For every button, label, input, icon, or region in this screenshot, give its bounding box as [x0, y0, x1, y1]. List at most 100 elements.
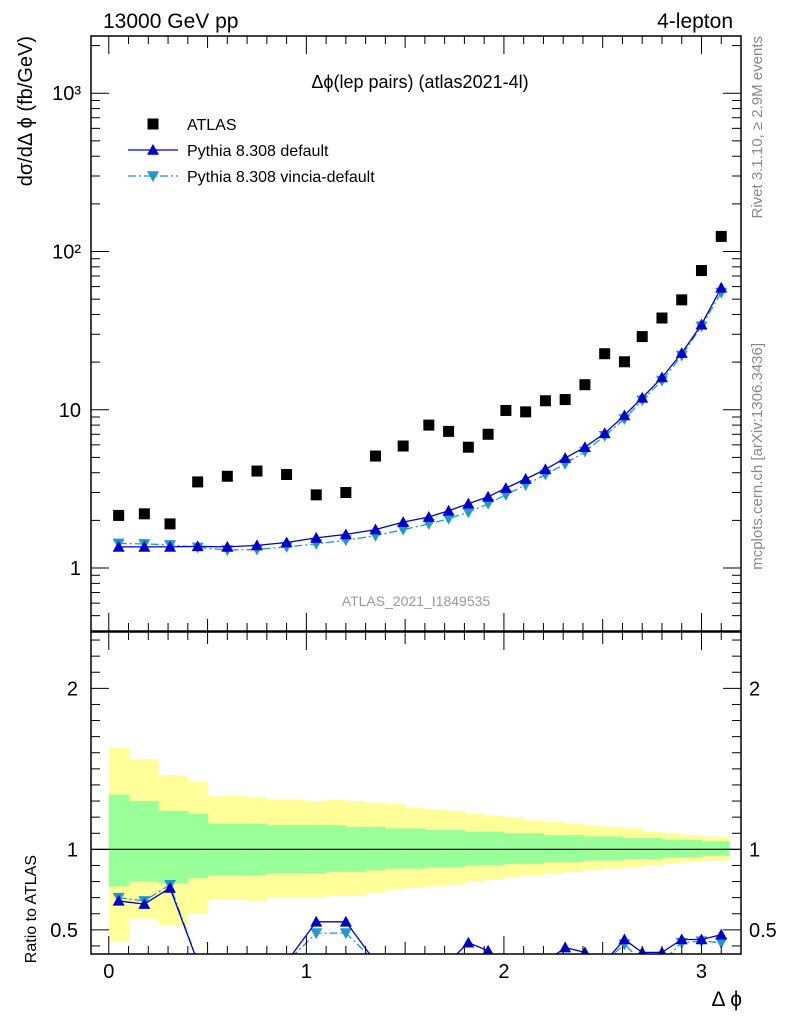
main-series-line [118, 287, 722, 548]
ratio-data-point [675, 933, 688, 945]
main-data-point [499, 482, 512, 493]
ratio-data-point [559, 957, 571, 968]
main-y-tick-label: 10² [52, 242, 81, 264]
ratio-data-point [138, 898, 151, 909]
x-tick-label: 3 [696, 961, 707, 983]
main-data-point [422, 511, 435, 522]
stat-uncertainty-band [405, 828, 426, 869]
main-data-point [676, 294, 688, 306]
ratio-data-point [112, 894, 125, 906]
ratio-data-point [443, 956, 455, 967]
main-data-point [636, 391, 649, 403]
stat-uncertainty-band [681, 839, 703, 858]
main-data-point [250, 539, 263, 551]
legend-label: Pythia 8.308 default [187, 143, 329, 160]
main-data-point [340, 487, 352, 499]
ratio-data-point [443, 957, 455, 968]
main-data-point [519, 473, 532, 484]
ratio-y-tick-label-right: 0.5 [749, 920, 777, 942]
ratio-data-point [520, 956, 532, 967]
main-data-point [655, 371, 668, 383]
stat-uncertainty-band [582, 836, 604, 861]
ratio-data-point [397, 964, 409, 975]
main-data-point [618, 409, 631, 421]
legend-entry: Pythia 8.308 vincia-default [128, 169, 375, 186]
header-left: 13000 GeV pp [103, 10, 238, 33]
x-tick-label: 0 [103, 961, 114, 983]
ratio-data-point [462, 957, 474, 968]
main-data-point [618, 356, 630, 368]
stat-uncertainty-band [701, 841, 730, 856]
ratio-panel: 0.5 0.5 1 1 2 2 0 1 2 3 Ratio to ATLAS Δ ϕ [23, 631, 777, 1011]
ratio-data-point [369, 957, 381, 968]
main-data-point [539, 395, 551, 407]
x-axis-label: Δ ϕ [712, 988, 742, 1011]
main-data-point [397, 524, 410, 536]
stat-uncertainty-band [128, 801, 159, 882]
ratio-data-point [281, 956, 293, 967]
legend-label: Pythia 8.308 vincia-default [187, 169, 375, 186]
stat-uncertainty-band [602, 836, 624, 861]
stat-uncertainty-band [365, 826, 386, 871]
main-data-point [656, 312, 668, 324]
main-data-point [695, 318, 708, 330]
main-panel: 1 10 10² 10³ Δϕ(lep pairs) (atlas2021-4l) A… [15, 35, 742, 632]
ratio-data-point [599, 957, 611, 968]
main-frame [90, 35, 742, 632]
ratio-data-point [636, 957, 648, 968]
ratio-y-tick-label-right: 2 [749, 678, 760, 700]
ratio-data-point [339, 928, 352, 940]
main-data-point [191, 540, 204, 552]
mcplots-label: mcplots.cern.ch [arXiv:1306.3436] [749, 343, 766, 570]
main-data-point [221, 470, 233, 482]
rivet-label: Rivet 3.1.10, ≥ 2.9M events [749, 36, 766, 219]
main-y-axis-label: dσ/dΔ ϕ (fb/GeV) [15, 36, 37, 186]
main-data-point [462, 497, 475, 509]
stat-uncertainty-band [424, 830, 446, 868]
ratio-data-point [423, 966, 435, 977]
main-data-point [579, 379, 591, 391]
ratio-data-point [618, 933, 631, 945]
ratio-y-tick-label: 0.5 [50, 920, 78, 942]
ratio-data-point [539, 956, 551, 967]
ratio-data-point [251, 973, 263, 984]
ratio-series-line [118, 887, 722, 954]
stat-uncertainty-band [385, 828, 406, 869]
legend-label: ATLAS [187, 117, 237, 134]
main-data-point [578, 441, 591, 453]
ratio-data-point [462, 936, 475, 948]
stat-uncertainty-band [187, 813, 209, 879]
ratio-data-point [397, 965, 409, 976]
main-data-point [462, 441, 474, 453]
stat-uncertainty-band [464, 831, 485, 866]
stat-uncertainty-band [326, 825, 347, 872]
ratio-frame [90, 631, 742, 955]
main-data-point [482, 498, 495, 510]
ratio-data-point [310, 915, 323, 927]
legend-marker [147, 171, 159, 182]
ratio-data-point [599, 956, 611, 967]
ratio-data-point [339, 915, 352, 927]
main-title: Δϕ(lep pairs) (atlas2021-4l) [311, 72, 528, 92]
ratio-data-point [715, 928, 728, 940]
header-right: 4-lepton [657, 10, 733, 33]
ratio-data-point [281, 957, 293, 968]
main-data-point [369, 450, 381, 462]
main-data-point [636, 331, 648, 343]
main-data-point [539, 463, 552, 475]
main-data-point [715, 281, 728, 293]
stat-uncertainty-band [543, 834, 564, 863]
stat-uncertainty-band [563, 834, 584, 863]
ratio-y-axis-label: Ratio to ATLAS [23, 855, 40, 963]
stat-uncertainty-band [661, 839, 683, 858]
ratio-y-tick-label: 2 [67, 678, 78, 700]
x-tick-label: 1 [301, 961, 312, 983]
ratio-data-point [715, 937, 728, 949]
ratio-data-point [221, 964, 233, 975]
ratio-y-tick-label: 1 [67, 839, 78, 861]
ratio-data-point [310, 928, 323, 940]
ratio-data-point [579, 957, 591, 968]
stat-uncertainty-band [444, 830, 466, 868]
main-data-point [281, 468, 293, 480]
